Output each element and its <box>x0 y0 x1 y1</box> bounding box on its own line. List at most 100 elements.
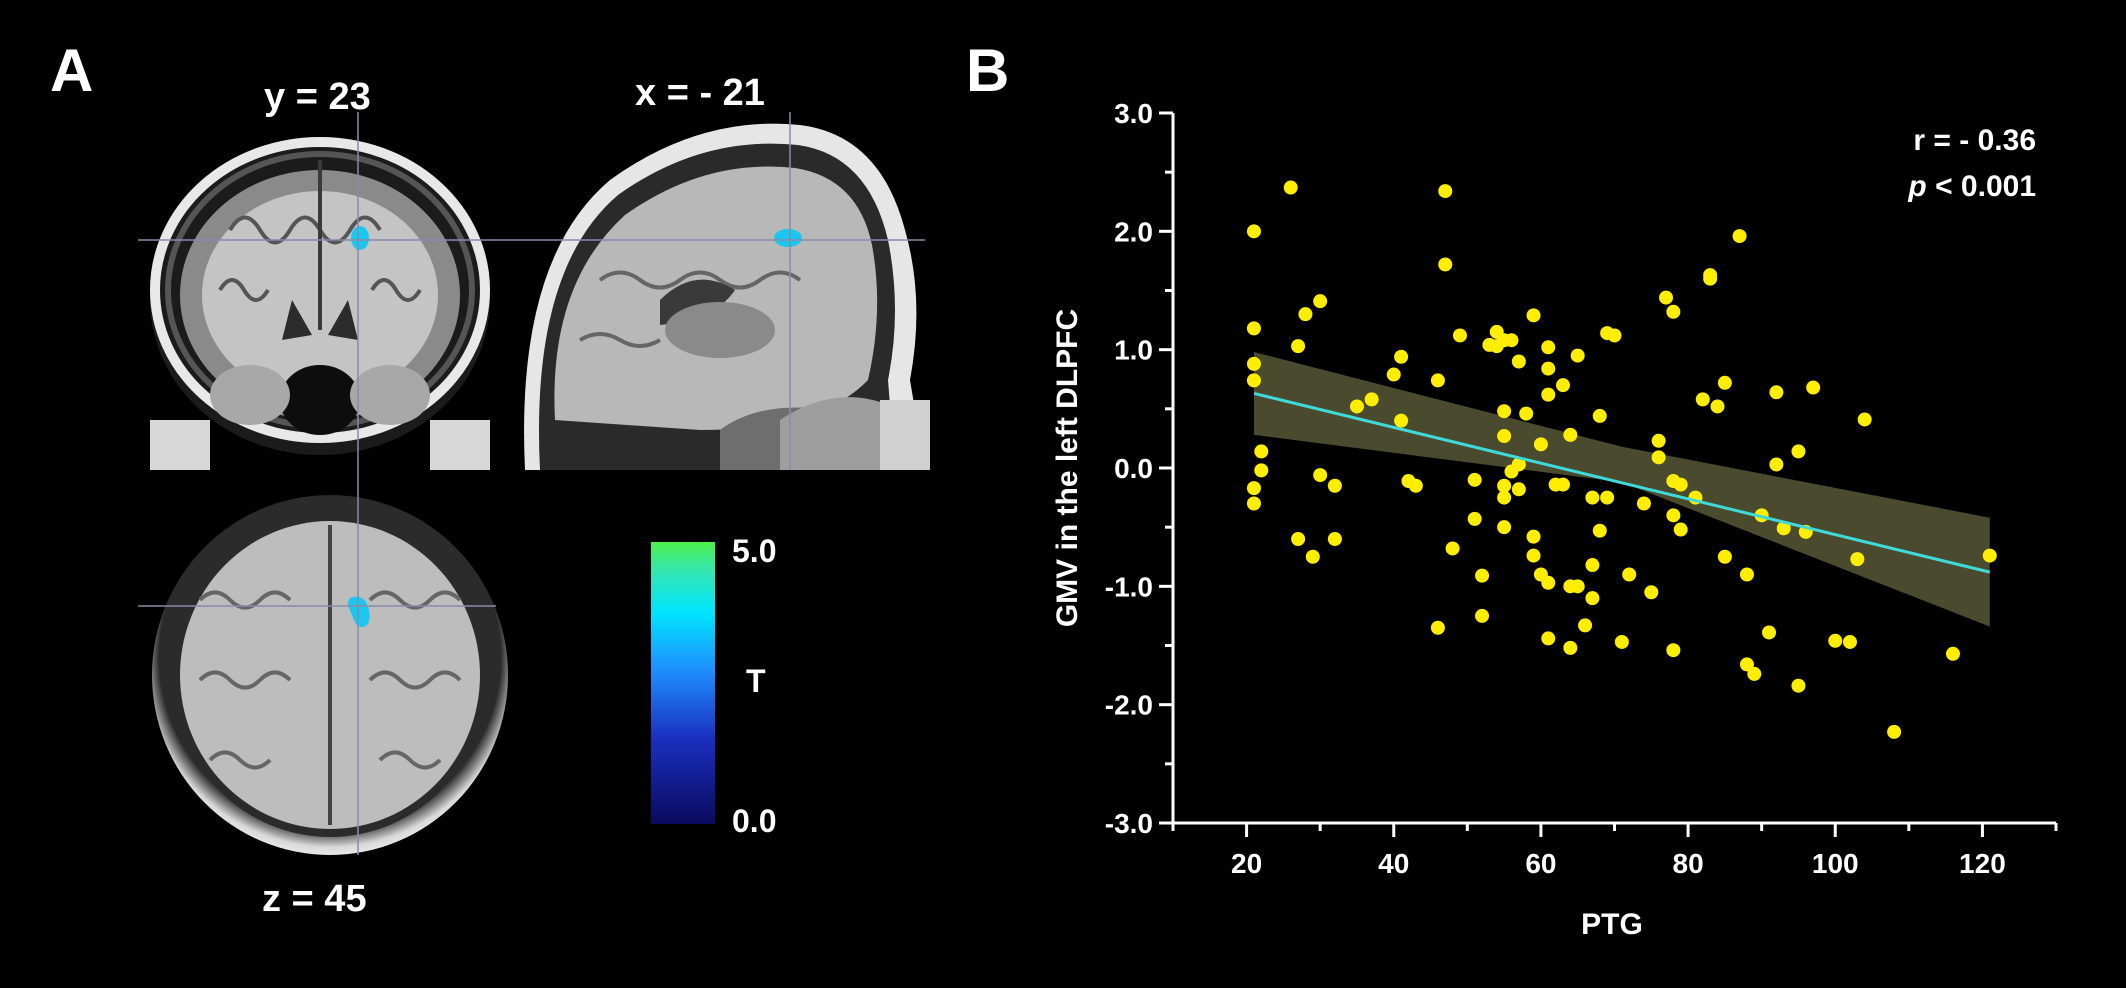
data-point-98 <box>1739 657 1754 672</box>
data-point-80 <box>1651 450 1666 465</box>
data-point-10 <box>1291 532 1306 546</box>
y-tick-label: -3.0 <box>1105 808 1153 839</box>
data-point-15 <box>1327 478 1342 493</box>
data-point-28 <box>1445 541 1460 556</box>
data-point-70 <box>1585 591 1600 606</box>
y-tick-label: 2.0 <box>1114 216 1153 247</box>
data-point-31 <box>1467 511 1482 526</box>
scatter-chart: -3.0-2.0-1.00.01.02.03.0 20 40 60 80 100 120 … <box>1051 98 2058 941</box>
data-point-50 <box>1526 529 1541 544</box>
data-point-61 <box>1555 477 1570 492</box>
data-point-87 <box>1673 477 1688 492</box>
data-point-95 <box>1717 549 1732 564</box>
data-point-86 <box>1666 643 1681 658</box>
data-point-105 <box>1791 444 1806 459</box>
panel-a <box>138 112 930 855</box>
data-point-85 <box>1666 508 1681 523</box>
data-point-52 <box>1533 437 1548 452</box>
data-point-94 <box>1717 375 1732 390</box>
data-point-20 <box>1394 349 1409 364</box>
panel-b-letter: B <box>966 37 1010 104</box>
ci-band <box>1253 352 1990 627</box>
data-point-75 <box>1607 328 1622 343</box>
data-point-19 <box>1386 367 1401 382</box>
data-point-7 <box>1254 463 1269 478</box>
data-point-16 <box>1327 532 1342 546</box>
data-point-93 <box>1710 399 1725 414</box>
data-point-5 <box>1246 496 1261 511</box>
data-point-38 <box>1497 404 1512 419</box>
sagittal-cluster <box>774 229 802 247</box>
data-point-96 <box>1732 229 1747 244</box>
x-tick-label: 60 <box>1525 848 1556 879</box>
data-point-46 <box>1511 457 1526 472</box>
x-tick-label: 40 <box>1378 848 1409 879</box>
data-point-27 <box>1438 257 1453 272</box>
x-tick-label: 20 <box>1231 848 1262 879</box>
fit-line <box>1253 391 1991 574</box>
data-point-90 <box>1695 392 1710 407</box>
data-point-111 <box>1850 552 1865 567</box>
coronal-slice <box>150 137 490 470</box>
data-point-74 <box>1600 490 1615 505</box>
data-point-21 <box>1394 413 1409 428</box>
data-point-103 <box>1769 457 1784 472</box>
data-point-45 <box>1511 354 1526 369</box>
colorbar-t-label: T <box>746 663 766 699</box>
axial-coordinate: z = 45 <box>262 878 367 920</box>
data-point-55 <box>1541 361 1556 376</box>
p-value: p < 0.001 <box>1907 170 2036 203</box>
y-tick-label: -2.0 <box>1105 690 1153 721</box>
data-point-54 <box>1541 340 1556 355</box>
data-point-78 <box>1636 496 1651 511</box>
data-point-33 <box>1475 608 1490 623</box>
sagittal-coordinate: x = - 21 <box>635 72 765 114</box>
data-point-76 <box>1614 634 1629 649</box>
data-point-24 <box>1430 373 1445 388</box>
data-point-39 <box>1497 429 1512 444</box>
data-point-92 <box>1703 268 1718 283</box>
data-point-69 <box>1585 558 1600 573</box>
data-point-104 <box>1776 521 1791 536</box>
data-point-41 <box>1497 490 1512 505</box>
crosshairs <box>138 112 925 855</box>
data-point-99 <box>1747 666 1762 681</box>
data-point-43 <box>1504 333 1519 348</box>
data-point-48 <box>1519 406 1534 421</box>
data-point-8 <box>1283 180 1298 195</box>
data-point-79 <box>1644 585 1659 600</box>
axial-slice <box>152 495 508 855</box>
data-point-49 <box>1526 308 1541 323</box>
p-symbol: p <box>1907 170 1926 203</box>
data-point-47 <box>1511 482 1526 497</box>
data-point-29 <box>1452 328 1467 343</box>
data-point-14 <box>1313 468 1328 483</box>
data-point-3 <box>1246 373 1261 388</box>
data-point-81 <box>1651 433 1666 448</box>
data-point-77 <box>1622 567 1637 582</box>
data-point-115 <box>1982 548 1997 563</box>
data-point-2 <box>1246 356 1261 371</box>
data-point-1 <box>1246 321 1261 336</box>
data-point-40 <box>1497 478 1512 493</box>
data-point-71 <box>1592 408 1607 423</box>
data-point-66 <box>1570 579 1585 594</box>
data-point-11 <box>1298 307 1313 322</box>
data-point-23 <box>1408 478 1423 493</box>
data-point-101 <box>1762 625 1777 640</box>
data-point-18 <box>1364 392 1379 407</box>
data-point-57 <box>1541 575 1556 590</box>
data-point-26 <box>1438 184 1453 199</box>
data-point-64 <box>1563 640 1578 655</box>
data-point-58 <box>1541 631 1556 646</box>
x-tick-label: 100 <box>1812 848 1859 879</box>
data-point-51 <box>1526 548 1541 563</box>
data-point-110 <box>1842 634 1857 649</box>
data-point-17 <box>1349 399 1364 414</box>
data-point-12 <box>1305 549 1320 564</box>
x-axis-label: PTG <box>1581 908 1643 941</box>
data-point-113 <box>1887 724 1902 739</box>
data-point-13 <box>1313 294 1328 309</box>
y-tick-label: 0.0 <box>1114 453 1153 484</box>
x-tick-label: 120 <box>1959 848 2006 879</box>
